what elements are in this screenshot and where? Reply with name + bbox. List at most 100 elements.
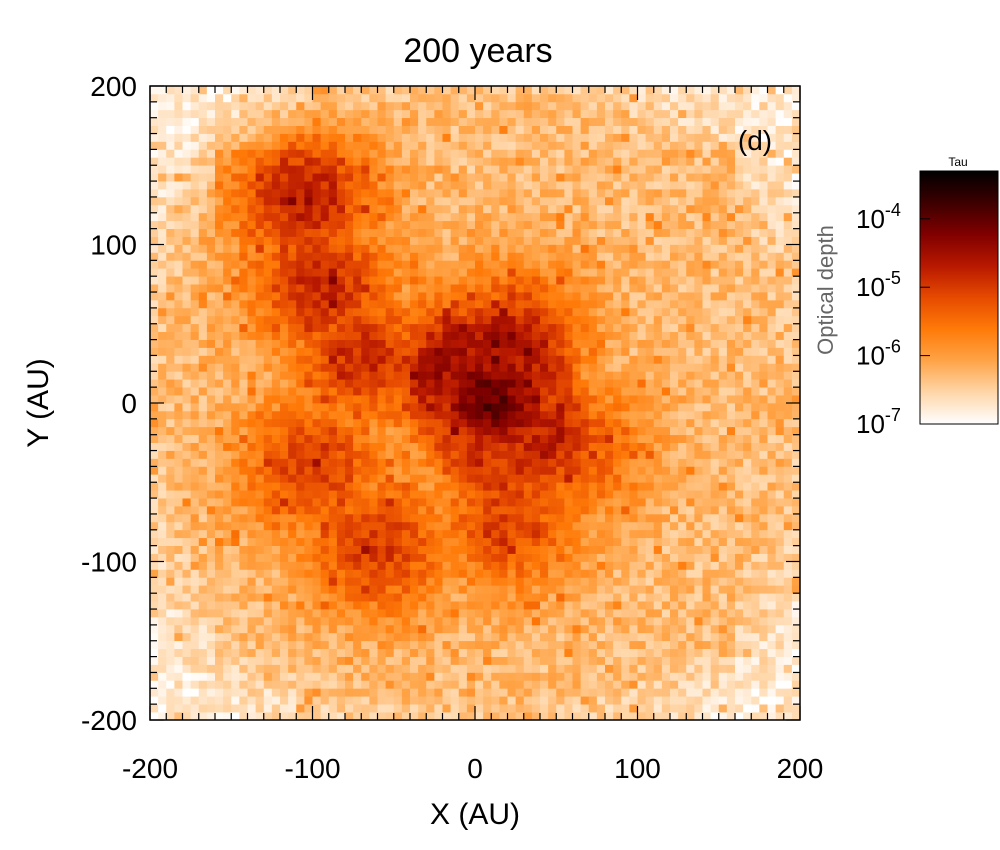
heatmap-cell (418, 347, 427, 356)
heatmap-cell (328, 553, 338, 562)
heatmap-cell (353, 252, 362, 261)
heatmap-cell (686, 299, 695, 309)
heatmap-cell (223, 268, 232, 277)
heatmap-cell (702, 498, 711, 507)
heatmap-cell (174, 553, 183, 562)
heatmap-cell (572, 601, 581, 610)
heatmap-cell (215, 585, 224, 594)
heatmap-cell (767, 640, 776, 650)
heatmap-cell (710, 307, 720, 317)
heatmap-cell (743, 418, 752, 428)
heatmap-cell (531, 656, 541, 665)
heatmap-cell (426, 553, 435, 562)
heatmap-cell (434, 323, 443, 333)
heatmap-cell (190, 292, 200, 301)
heatmap-cell (401, 284, 411, 293)
heatmap-cell (483, 307, 492, 317)
heatmap-cell (158, 545, 167, 554)
heatmap-cell (637, 331, 646, 340)
heatmap-cell (231, 395, 240, 404)
heatmap-cell (182, 577, 191, 586)
heatmap-cell (670, 482, 679, 491)
heatmap-cell (710, 371, 720, 380)
heatmap-cell (450, 355, 460, 364)
heatmap-cell (759, 529, 768, 539)
heatmap-cell (361, 490, 370, 499)
heatmap-cell (239, 474, 248, 483)
heatmap-cell (580, 410, 590, 420)
heatmap-cell (312, 339, 321, 348)
heatmap-cell (182, 299, 191, 309)
heatmap-cell (466, 482, 476, 491)
heatmap-cell (166, 569, 175, 578)
heatmap-cell (759, 379, 768, 388)
heatmap-cell (288, 220, 297, 229)
heatmap-cell (410, 498, 419, 507)
heatmap-cell (328, 355, 338, 364)
heatmap-cell (434, 450, 443, 459)
heatmap-cell (556, 244, 565, 253)
heatmap-cell (369, 379, 378, 388)
heatmap-cell (255, 553, 265, 562)
heatmap-cell (726, 252, 736, 261)
heatmap-cell (369, 284, 378, 293)
heatmap-cell (499, 244, 508, 253)
heatmap-cell (759, 609, 768, 618)
heatmap-cell (791, 268, 801, 277)
heatmap-cell (694, 442, 703, 451)
heatmap-cell (450, 418, 460, 428)
heatmap-cell (426, 529, 435, 539)
heatmap-cell (223, 506, 232, 515)
heatmap-cell (548, 513, 557, 523)
heatmap-cell (198, 506, 208, 515)
heatmap-cell (613, 418, 622, 428)
heatmap-cell (198, 648, 208, 657)
heatmap-cell (280, 371, 289, 380)
heatmap-cell (377, 307, 386, 317)
heatmap-cell (661, 395, 671, 404)
heatmap-cell (718, 363, 728, 372)
heatmap-cell (499, 672, 508, 681)
heatmap-cell (759, 545, 768, 554)
heatmap-cell (223, 307, 232, 317)
heatmap-cell (564, 624, 573, 634)
heatmap-cell (401, 482, 411, 491)
heatmap-cell (312, 656, 321, 665)
heatmap-cell (385, 268, 395, 277)
heatmap-cell (393, 466, 403, 475)
heatmap-cell (215, 236, 224, 245)
heatmap-cell (231, 379, 240, 388)
heatmap-cell (556, 688, 565, 697)
heatmap-cell (735, 609, 744, 618)
heatmap-cell (361, 331, 370, 340)
heatmap-cell (312, 585, 321, 594)
heatmap-cell (483, 299, 492, 309)
heatmap-cell (223, 371, 232, 380)
heatmap-cell (223, 276, 232, 285)
heatmap-cell (385, 513, 395, 523)
heatmap-cell (775, 482, 785, 491)
heatmap-cell (353, 244, 362, 253)
heatmap-cell (361, 268, 370, 277)
heatmap-cell (580, 648, 590, 657)
heatmap-cell (483, 577, 492, 586)
heatmap-cell (393, 395, 403, 404)
heatmap-cell (548, 299, 557, 309)
heatmap-cell (507, 268, 516, 277)
heatmap-cell (458, 553, 468, 562)
heatmap-cell (775, 292, 785, 301)
heatmap-cell (442, 418, 451, 428)
heatmap-cell (215, 569, 224, 578)
heatmap-cell (312, 220, 321, 229)
heatmap-cell (645, 252, 655, 261)
heatmap-cell (531, 458, 541, 467)
heatmap-cell (174, 664, 183, 673)
heatmap-cell (475, 410, 484, 420)
heatmap-cell (491, 506, 500, 515)
heatmap-cell (304, 577, 313, 586)
heatmap-cell (336, 220, 346, 229)
heatmap-cell (735, 656, 744, 665)
heatmap-cell (475, 228, 484, 237)
heatmap-cell (255, 307, 265, 317)
heatmap-cell (499, 482, 508, 491)
